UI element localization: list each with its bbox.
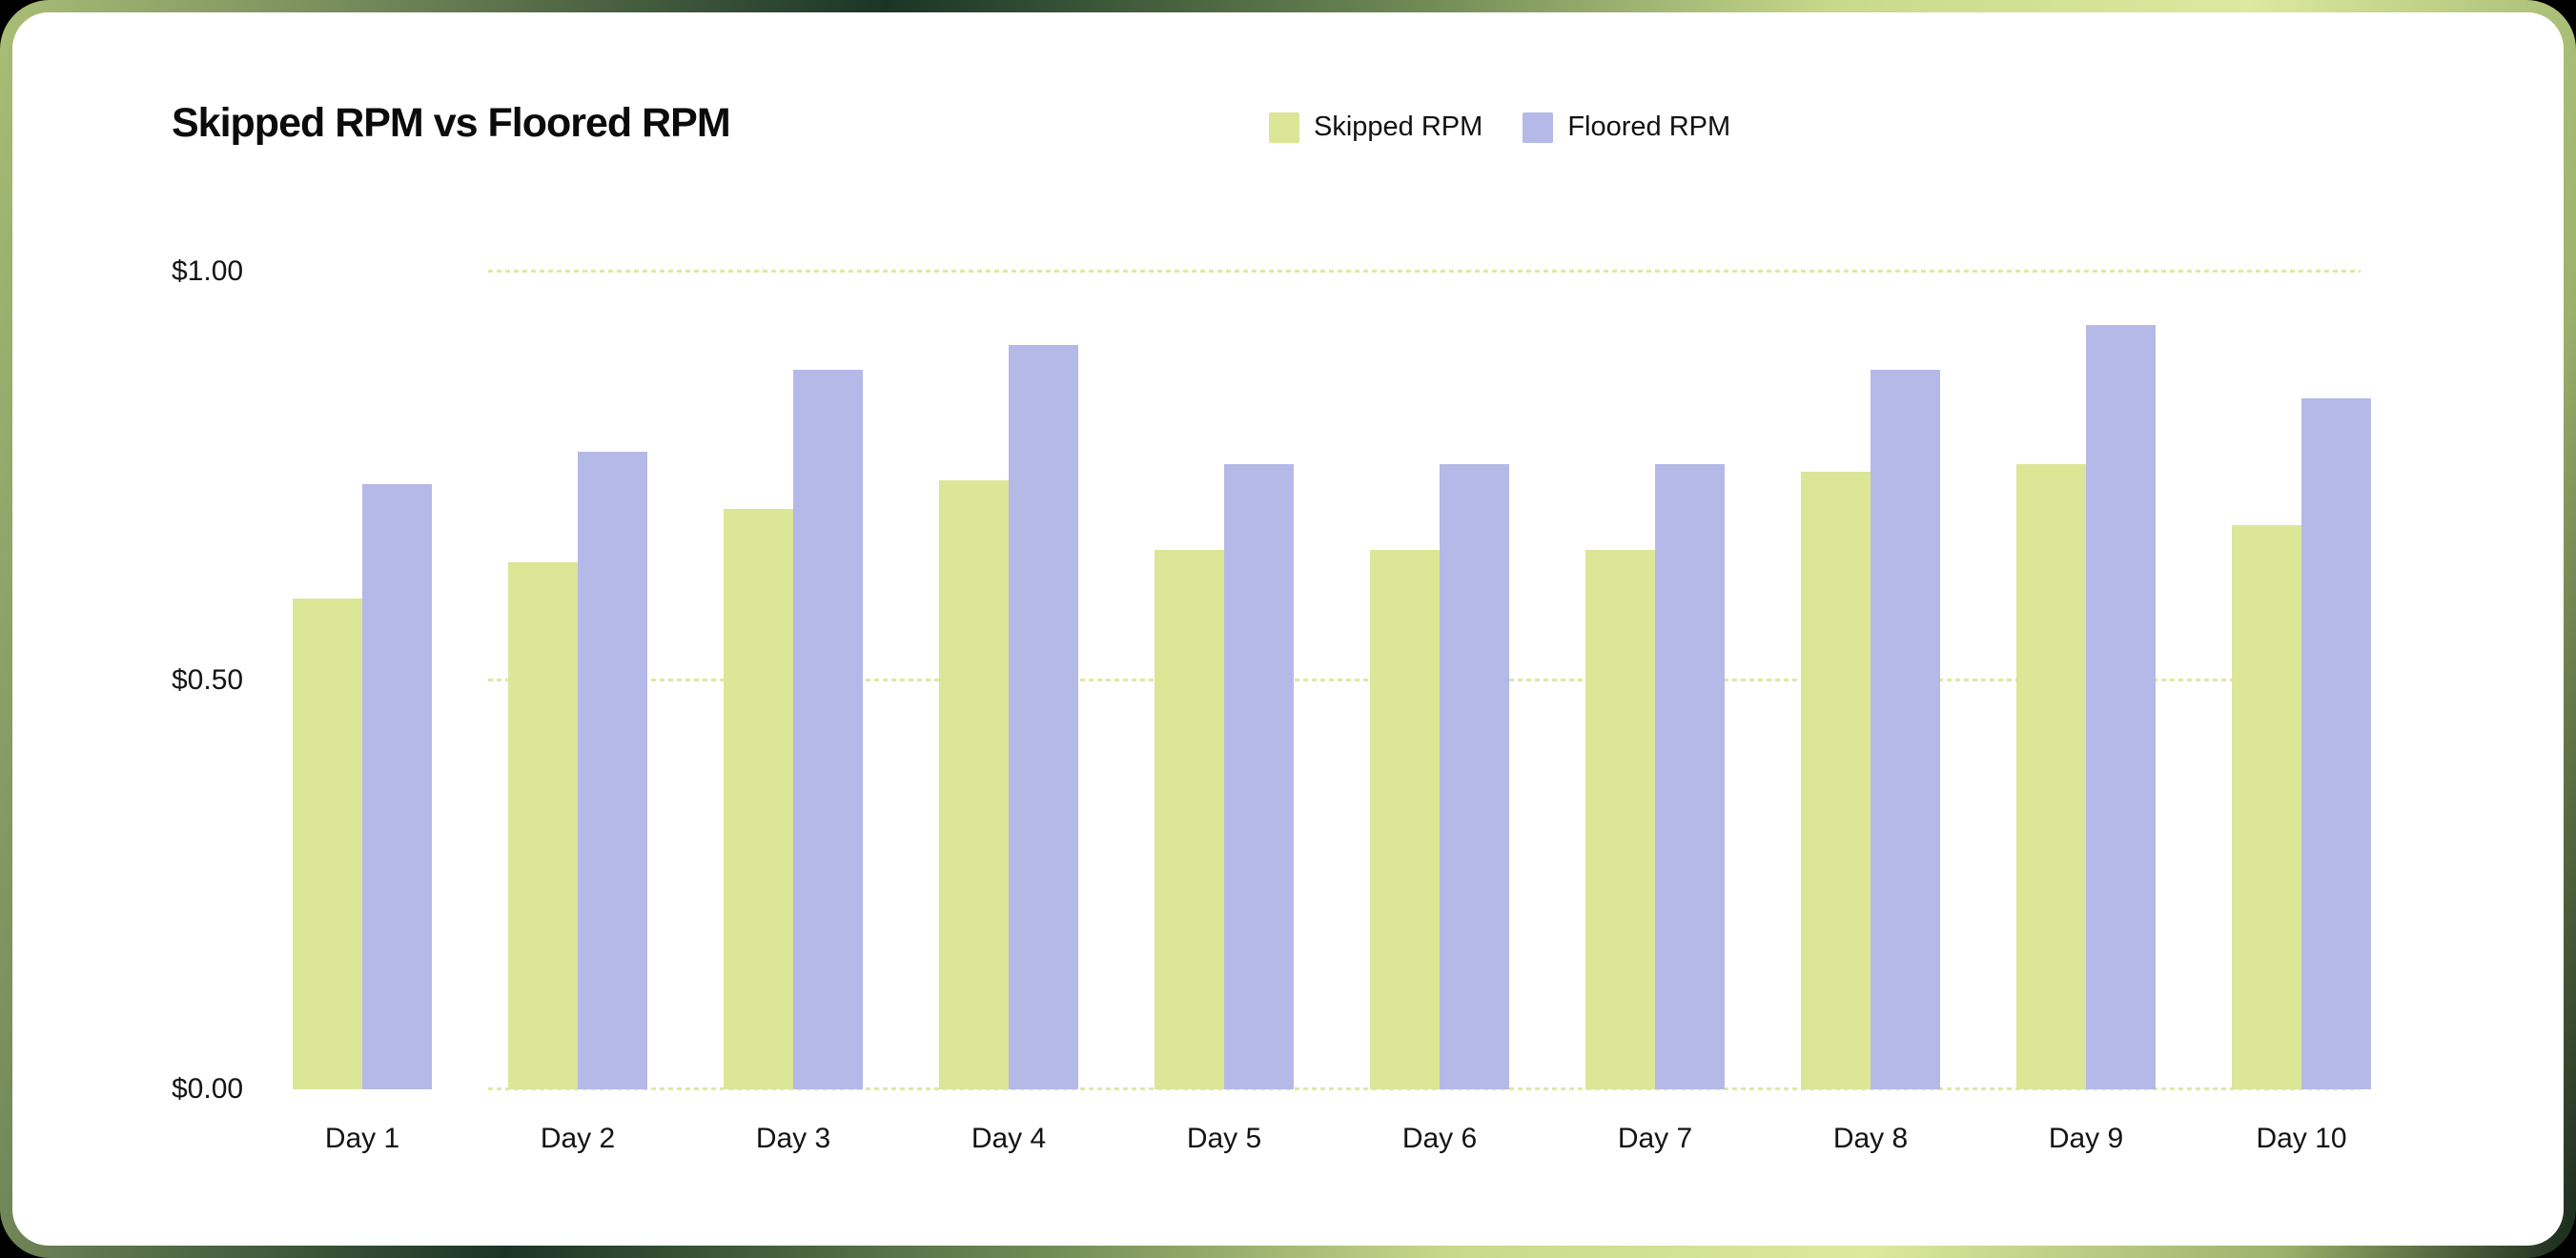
- bar-group-day-9: Day 9: [2016, 272, 2156, 1154]
- floored-rpm-bar[interactable]: [1655, 464, 1725, 1089]
- bar-group-day-7: Day 7: [1585, 272, 1725, 1154]
- x-axis-label: Day 8: [1832, 1123, 1909, 1154]
- plot-area: Day 1 Day 2 Day 3 Day 4 Day 5 Day 6 Day 7 Day 8…: [293, 270, 2371, 1154]
- x-axis-label: Day 10: [2256, 1123, 2347, 1154]
- floored-rpm-bar[interactable]: [1224, 464, 1294, 1089]
- skipped-rpm-bar[interactable]: [939, 480, 1009, 1089]
- bar-group-day-10: Day 10: [2232, 272, 2371, 1154]
- x-axis-label: Day 6: [1401, 1123, 1478, 1154]
- floored-rpm-bar[interactable]: [2301, 398, 2371, 1089]
- skipped-rpm-bar[interactable]: [1370, 550, 1440, 1089]
- x-axis-label: Day 3: [755, 1123, 831, 1154]
- chart-card: Skipped RPM vs Floored RPM Skipped RPM Fl…: [12, 12, 2564, 1246]
- x-axis-label: Day 4: [971, 1123, 1047, 1154]
- chart-title: Skipped RPM vs Floored RPM: [172, 100, 731, 146]
- y-axis-tick-label: $0.00: [172, 1073, 244, 1105]
- bar-groups: Day 1 Day 2 Day 3 Day 4 Day 5 Day 6 Day 7 Day 8…: [293, 272, 2371, 1154]
- x-axis-label: Day 9: [2048, 1123, 2124, 1154]
- legend-label: Floored RPM: [1567, 112, 1731, 142]
- floored-rpm-bar[interactable]: [2086, 325, 2156, 1089]
- x-axis-label: Day 7: [1617, 1123, 1693, 1154]
- y-axis-tick-label: $1.00: [172, 255, 244, 287]
- legend-item-skipped-rpm[interactable]: Skipped RPM: [1269, 112, 1482, 143]
- bar-group-day-4: Day 4: [939, 272, 1078, 1154]
- floored-rpm-bar[interactable]: [793, 370, 863, 1089]
- bar-group-day-2: Day 2: [508, 272, 647, 1154]
- gridline: [488, 270, 2361, 273]
- skipped-rpm-bar[interactable]: [724, 509, 793, 1089]
- skipped-rpm-bar[interactable]: [1155, 550, 1224, 1089]
- legend-label: Skipped RPM: [1314, 112, 1483, 142]
- x-axis-label: Day 5: [1186, 1123, 1262, 1154]
- floored-rpm-bar[interactable]: [578, 452, 647, 1089]
- bar-group-day-5: Day 5: [1155, 272, 1294, 1154]
- x-axis-label: Day 2: [540, 1123, 616, 1154]
- bar-group-day-3: Day 3: [724, 272, 863, 1154]
- bar-group-day-8: Day 8: [1801, 272, 1940, 1154]
- floored-rpm-bar[interactable]: [1009, 345, 1078, 1089]
- chart-legend: Skipped RPM Floored RPM: [1269, 112, 1730, 143]
- legend-item-floored-rpm[interactable]: Floored RPM: [1523, 112, 1730, 143]
- legend-swatch-icon: [1523, 112, 1554, 143]
- bar-group-day-6: Day 6: [1370, 272, 1509, 1154]
- skipped-rpm-bar[interactable]: [1585, 550, 1655, 1089]
- skipped-rpm-bar[interactable]: [508, 562, 578, 1089]
- floored-rpm-bar[interactable]: [1440, 464, 1509, 1089]
- skipped-rpm-bar[interactable]: [2016, 464, 2086, 1089]
- floored-rpm-bar[interactable]: [362, 484, 432, 1089]
- x-axis-label: Day 1: [324, 1123, 400, 1154]
- skipped-rpm-bar[interactable]: [2232, 525, 2301, 1089]
- floored-rpm-bar[interactable]: [1871, 370, 1940, 1089]
- skipped-rpm-bar[interactable]: [1801, 472, 1871, 1089]
- legend-swatch-icon: [1269, 112, 1299, 143]
- skipped-rpm-bar[interactable]: [293, 599, 362, 1089]
- y-axis-tick-label: $0.50: [172, 664, 244, 696]
- bar-group-day-1: Day 1: [293, 272, 432, 1154]
